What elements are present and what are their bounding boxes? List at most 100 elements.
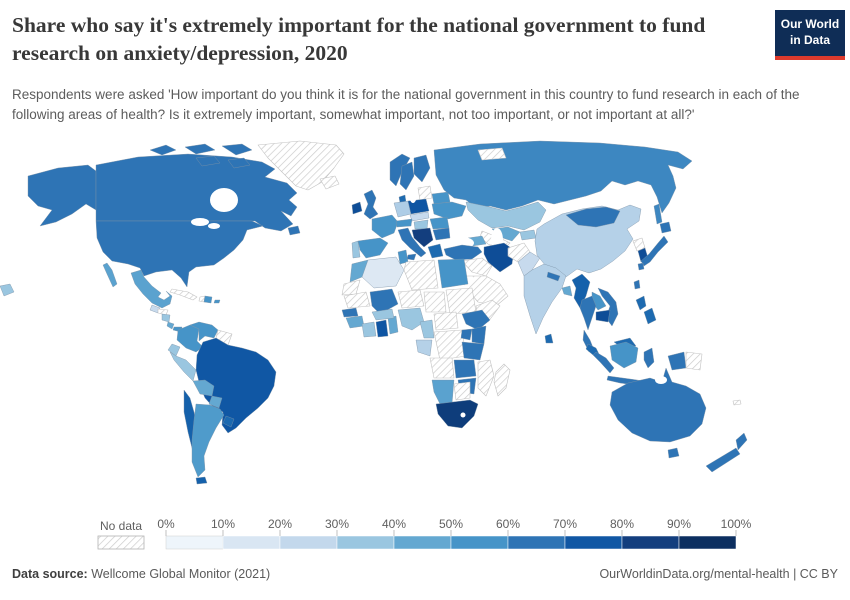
owid-logo[interactable]: Our World in Data xyxy=(775,10,845,60)
country-ukraine[interactable] xyxy=(431,201,467,220)
footer-link[interactable]: OurWorldinData.org/mental-health | CC BY xyxy=(599,567,838,581)
country-greece[interactable] xyxy=(427,243,444,259)
country-russia[interactable] xyxy=(433,140,693,214)
country-zambia[interactable] xyxy=(453,359,477,379)
country-baltics[interactable] xyxy=(417,185,433,201)
country-senegal[interactable] xyxy=(341,307,359,318)
country-kazakhstan[interactable] xyxy=(465,201,547,231)
country-chad[interactable] xyxy=(423,291,447,313)
country-kyrgyzstan-tajikistan[interactable] xyxy=(519,229,537,241)
country-libya[interactable] xyxy=(403,259,439,291)
legend-bin-9[interactable] xyxy=(678,535,737,550)
country-sweden[interactable] xyxy=(399,161,415,191)
legend-bin-1[interactable] xyxy=(222,535,281,550)
country-canada-arctic-islands[interactable] xyxy=(149,143,253,169)
country-mauritania[interactable] xyxy=(343,291,371,309)
country-belarus[interactable] xyxy=(431,191,451,205)
legend-bin-4[interactable] xyxy=(393,535,452,550)
country-mongolia[interactable] xyxy=(565,206,621,228)
country-bolivia[interactable] xyxy=(192,379,215,397)
country-turkey[interactable] xyxy=(443,244,483,261)
country-peru[interactable] xyxy=(169,351,197,382)
country-uganda[interactable] xyxy=(460,328,473,341)
legend-bin-5[interactable] xyxy=(450,535,509,550)
legend-bin-2[interactable] xyxy=(279,535,338,550)
country-tasmania[interactable] xyxy=(667,447,680,459)
country-vietnam[interactable] xyxy=(597,287,619,327)
country-balkans[interactable] xyxy=(411,227,434,248)
country-mexico[interactable] xyxy=(130,269,173,309)
country-ecuador[interactable] xyxy=(167,343,181,357)
country-botswana[interactable] xyxy=(453,381,471,401)
legend-bin-0[interactable] xyxy=(165,535,224,550)
country-ireland[interactable] xyxy=(351,201,363,215)
country-cameroon[interactable] xyxy=(419,319,435,339)
country-madagascar[interactable] xyxy=(493,363,511,397)
country-argentina[interactable] xyxy=(191,403,225,478)
country-angola[interactable] xyxy=(429,357,455,379)
country-mexico-baja[interactable] xyxy=(102,262,118,288)
country-newfoundland-canada[interactable] xyxy=(287,225,301,236)
country-iceland[interactable] xyxy=(319,175,340,190)
country-paraguay[interactable] xyxy=(208,395,223,409)
country-pakistan[interactable] xyxy=(517,251,541,277)
country-tanzania[interactable] xyxy=(461,341,485,361)
country-finland[interactable] xyxy=(413,154,431,183)
country-india[interactable] xyxy=(523,263,567,335)
country-uk[interactable] xyxy=(363,189,379,220)
country-nicaragua[interactable] xyxy=(161,313,171,323)
country-austria[interactable] xyxy=(395,218,413,228)
country-central-african-republic[interactable] xyxy=(433,311,459,331)
country-sudan[interactable] xyxy=(445,287,477,315)
legend-bin-3[interactable] xyxy=(336,535,395,550)
country-bulgaria[interactable] xyxy=(432,227,451,241)
pacific-islands[interactable] xyxy=(0,283,15,297)
country-cuba[interactable] xyxy=(169,288,198,301)
country-spain[interactable] xyxy=(357,237,389,259)
country-france[interactable] xyxy=(371,214,399,239)
country-dominican-republic[interactable] xyxy=(203,295,213,304)
legend-bin-7[interactable] xyxy=(564,535,623,550)
country-papua-new-guinea[interactable] xyxy=(685,351,703,371)
country-syria-iraq[interactable] xyxy=(461,257,493,277)
country-nepal[interactable] xyxy=(546,271,561,282)
country-bangladesh[interactable] xyxy=(561,285,573,297)
country-borneo-indonesia[interactable] xyxy=(609,341,639,369)
country-nigeria[interactable] xyxy=(397,307,425,331)
country-gabon-congo[interactable] xyxy=(415,339,433,357)
country-uruguay[interactable] xyxy=(222,415,235,428)
country-iran[interactable] xyxy=(483,242,515,273)
new-caledonia[interactable] xyxy=(732,399,742,406)
country-namibia[interactable] xyxy=(431,379,455,405)
country-south-africa[interactable] xyxy=(435,399,479,429)
country-western-sahara[interactable] xyxy=(341,279,361,296)
country-usa[interactable] xyxy=(95,220,264,288)
country-costa-rica[interactable] xyxy=(166,321,175,330)
country-egypt[interactable] xyxy=(437,258,469,289)
country-portugal[interactable] xyxy=(351,240,361,259)
country-sri-lanka[interactable] xyxy=(544,333,554,344)
country-ethiopia[interactable] xyxy=(461,309,491,331)
country-kenya[interactable] xyxy=(471,325,487,345)
country-algeria[interactable] xyxy=(361,256,405,289)
legend-bin-8[interactable] xyxy=(621,535,680,550)
legend-bin-6[interactable] xyxy=(507,535,566,550)
country-philippines[interactable] xyxy=(635,295,657,325)
country-niger[interactable] xyxy=(397,289,425,309)
country-thailand[interactable] xyxy=(579,295,597,353)
country-alaska-usa[interactable] xyxy=(27,164,97,227)
country-romania[interactable] xyxy=(429,216,450,230)
country-russia-sakhalin[interactable] xyxy=(653,203,663,225)
country-cambodia[interactable] xyxy=(595,309,611,323)
country-taiwan[interactable] xyxy=(633,279,641,290)
country-venezuela[interactable] xyxy=(189,321,219,342)
russia-arctic-islands[interactable] xyxy=(477,147,507,161)
legend-no-data-swatch[interactable] xyxy=(97,535,145,550)
country-tierra-del-fuego[interactable] xyxy=(195,476,208,485)
country-mali[interactable] xyxy=(369,288,399,315)
country-hungary[interactable] xyxy=(413,219,429,230)
country-guinea[interactable] xyxy=(345,315,365,329)
country-burkina-faso[interactable] xyxy=(371,308,395,321)
country-ivory-coast[interactable] xyxy=(361,321,377,338)
country-new-zealand[interactable] xyxy=(705,432,748,473)
